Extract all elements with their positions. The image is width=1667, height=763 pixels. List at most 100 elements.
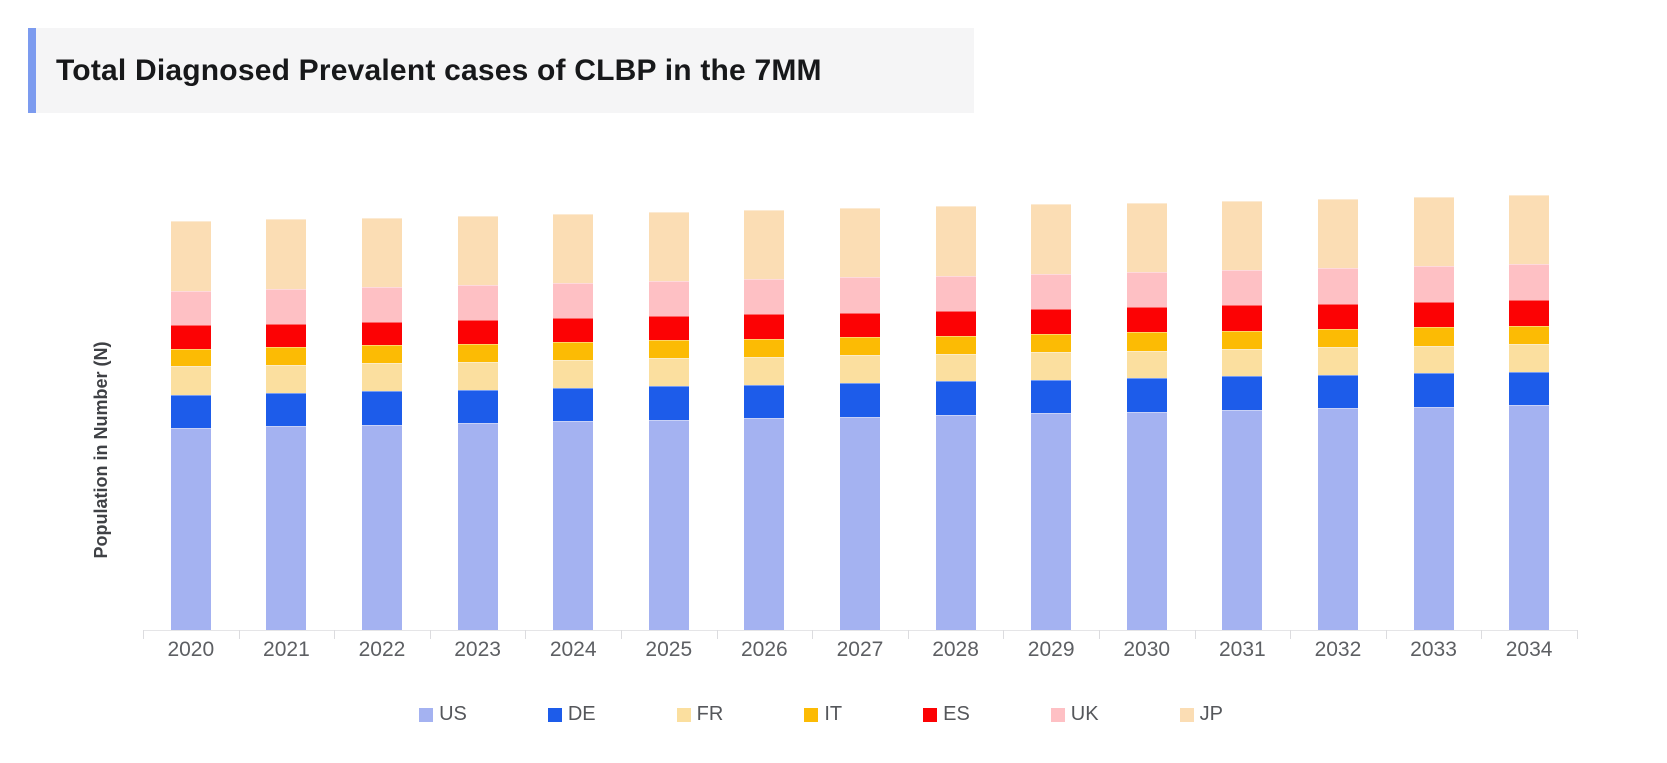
bar-segment-IT-2021[interactable] [266, 347, 307, 365]
bar-segment-FR-2028[interactable] [935, 353, 976, 382]
bar-segment-JP-2026[interactable] [744, 210, 785, 280]
bar-segment-JP-2022[interactable] [361, 217, 402, 288]
bar-segment-IT-2032[interactable] [1317, 328, 1358, 348]
bar-segment-US-2021[interactable] [266, 426, 307, 630]
bar-2024[interactable] [553, 213, 594, 630]
bar-segment-DE-2026[interactable] [744, 384, 785, 419]
bar-segment-FR-2031[interactable] [1222, 348, 1263, 377]
bar-segment-DE-2025[interactable] [648, 386, 689, 420]
bar-segment-DE-2024[interactable] [553, 387, 594, 422]
bar-segment-IT-2020[interactable] [170, 348, 211, 367]
bar-segment-JP-2033[interactable] [1413, 196, 1454, 266]
bar-2031[interactable] [1222, 200, 1263, 630]
bar-segment-US-2034[interactable] [1509, 405, 1550, 630]
bar-segment-JP-2027[interactable] [839, 208, 880, 278]
bar-segment-US-2030[interactable] [1126, 411, 1167, 630]
bar-segment-DE-2028[interactable] [935, 381, 976, 415]
legend-item-UK[interactable]: UK [1050, 703, 1099, 726]
bar-segment-US-2029[interactable] [1031, 413, 1072, 630]
bar-segment-ES-2031[interactable] [1222, 305, 1263, 331]
legend-item-US[interactable]: US [419, 703, 467, 726]
bar-segment-IT-2025[interactable] [648, 340, 689, 359]
bar-segment-ES-2029[interactable] [1031, 309, 1072, 334]
bar-segment-FR-2030[interactable] [1126, 350, 1167, 379]
bar-segment-ES-2021[interactable] [266, 323, 307, 348]
bar-segment-JP-2032[interactable] [1317, 198, 1358, 268]
bar-segment-DE-2032[interactable] [1317, 374, 1358, 409]
bar-segment-DE-2021[interactable] [266, 392, 307, 427]
bar-segment-IT-2023[interactable] [457, 343, 498, 362]
bar-2021[interactable] [266, 219, 307, 630]
bar-segment-ES-2025[interactable] [648, 316, 689, 341]
bar-segment-IT-2031[interactable] [1222, 330, 1263, 349]
bar-segment-ES-2030[interactable] [1126, 307, 1167, 333]
bar-segment-ES-2032[interactable] [1317, 303, 1358, 329]
bar-2030[interactable] [1126, 202, 1167, 630]
bar-segment-IT-2024[interactable] [553, 342, 594, 360]
bar-segment-JP-2029[interactable] [1031, 204, 1072, 274]
bar-segment-ES-2034[interactable] [1509, 300, 1550, 326]
bar-segment-UK-2034[interactable] [1509, 263, 1550, 301]
bar-segment-JP-2024[interactable] [553, 213, 594, 284]
bar-2033[interactable] [1413, 196, 1454, 630]
bar-segment-DE-2033[interactable] [1413, 373, 1454, 407]
bar-segment-UK-2022[interactable] [361, 287, 402, 322]
bar-segment-UK-2032[interactable] [1317, 267, 1358, 304]
bar-segment-FR-2033[interactable] [1413, 345, 1454, 374]
bar-segment-UK-2031[interactable] [1222, 269, 1263, 306]
bar-segment-JP-2028[interactable] [935, 206, 976, 276]
bar-segment-DE-2023[interactable] [457, 389, 498, 424]
bar-segment-ES-2026[interactable] [744, 314, 785, 339]
bar-segment-IT-2030[interactable] [1126, 332, 1167, 351]
bar-segment-ES-2024[interactable] [553, 318, 594, 343]
bar-2034[interactable] [1509, 195, 1550, 630]
bar-2032[interactable] [1317, 198, 1358, 630]
bar-segment-US-2026[interactable] [744, 418, 785, 630]
bar-2026[interactable] [744, 210, 785, 630]
bar-segment-FR-2027[interactable] [839, 355, 880, 383]
bar-segment-JP-2023[interactable] [457, 215, 498, 286]
bar-2023[interactable] [457, 215, 498, 630]
bar-segment-US-2028[interactable] [935, 414, 976, 630]
legend-item-FR[interactable]: FR [676, 703, 723, 726]
bar-segment-FR-2032[interactable] [1317, 347, 1358, 375]
bar-segment-UK-2027[interactable] [839, 277, 880, 313]
bar-segment-UK-2023[interactable] [457, 285, 498, 320]
bar-segment-IT-2033[interactable] [1413, 327, 1454, 346]
bar-segment-UK-2021[interactable] [266, 289, 307, 324]
bar-segment-IT-2026[interactable] [744, 338, 785, 357]
legend-item-DE[interactable]: DE [547, 703, 596, 726]
bar-segment-US-2032[interactable] [1317, 408, 1358, 630]
bar-segment-JP-2034[interactable] [1509, 195, 1550, 264]
legend-item-IT[interactable]: IT [804, 703, 842, 726]
legend-item-JP[interactable]: JP [1179, 703, 1223, 726]
bar-segment-ES-2020[interactable] [170, 325, 211, 349]
bar-segment-US-2020[interactable] [170, 428, 211, 630]
bar-segment-FR-2020[interactable] [170, 366, 211, 395]
bar-segment-JP-2021[interactable] [266, 219, 307, 290]
bar-segment-FR-2034[interactable] [1509, 344, 1550, 372]
legend-item-ES[interactable]: ES [923, 703, 970, 726]
bar-segment-US-2022[interactable] [361, 424, 402, 630]
bar-segment-FR-2029[interactable] [1031, 352, 1072, 380]
bar-segment-UK-2033[interactable] [1413, 265, 1454, 302]
bar-segment-UK-2020[interactable] [170, 291, 211, 326]
bar-segment-FR-2021[interactable] [266, 364, 307, 393]
bar-segment-FR-2025[interactable] [648, 358, 689, 387]
bar-segment-US-2027[interactable] [839, 416, 880, 630]
bar-segment-UK-2029[interactable] [1031, 273, 1072, 310]
bar-segment-DE-2022[interactable] [361, 391, 402, 425]
bar-segment-UK-2028[interactable] [935, 275, 976, 312]
bar-segment-UK-2025[interactable] [648, 281, 689, 317]
bar-2025[interactable] [648, 211, 689, 630]
bar-segment-DE-2029[interactable] [1031, 379, 1072, 414]
bar-segment-JP-2030[interactable] [1126, 202, 1167, 272]
bar-segment-US-2031[interactable] [1222, 409, 1263, 630]
bar-2029[interactable] [1031, 204, 1072, 630]
bar-segment-IT-2029[interactable] [1031, 333, 1072, 353]
bar-segment-FR-2022[interactable] [361, 363, 402, 392]
bar-segment-US-2033[interactable] [1413, 406, 1454, 630]
bar-segment-US-2024[interactable] [553, 421, 594, 630]
bar-segment-UK-2026[interactable] [744, 279, 785, 315]
bar-segment-JP-2025[interactable] [648, 211, 689, 282]
